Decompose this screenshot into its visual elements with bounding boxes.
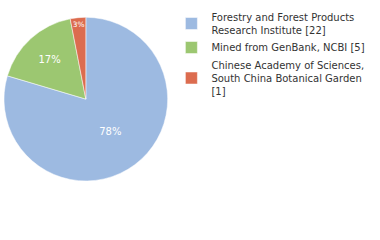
svg-text:Mined from GenBank, NCBI [5]: Mined from GenBank, NCBI [5] xyxy=(211,42,364,53)
svg-text:3%: 3% xyxy=(73,20,85,29)
svg-text:Chinese Academy of Sciences,So: Chinese Academy of Sciences,South China … xyxy=(211,60,364,97)
svg-text:17%: 17% xyxy=(38,54,60,65)
svg-text:Forestry and Forest ProductsRe: Forestry and Forest ProductsResearch Ins… xyxy=(211,12,354,36)
svg-text:78%: 78% xyxy=(99,126,121,137)
